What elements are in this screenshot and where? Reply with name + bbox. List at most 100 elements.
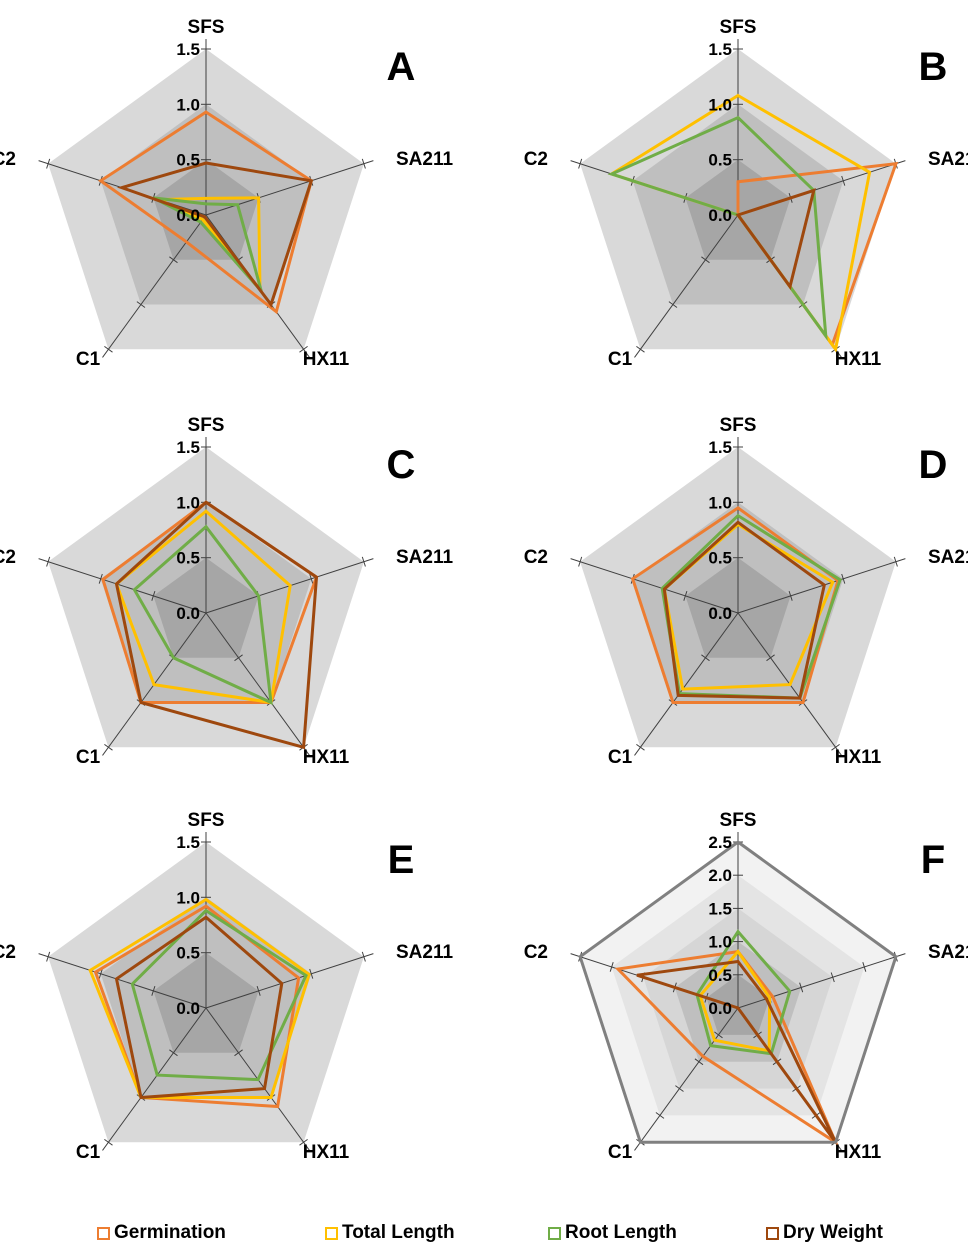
radar-tick	[701, 256, 710, 264]
radar-panel-a: 0.0 0.5 1.0 1.5 SFS SA211 HX11 C1 C2 A	[0, 17, 453, 370]
axis-label-c2: C2	[0, 942, 16, 963]
radar-tick	[46, 556, 51, 567]
radar-tick	[98, 573, 103, 584]
series-root-length	[132, 524, 273, 705]
radar-tick	[766, 654, 775, 662]
legend-root-length: Root Length	[548, 1222, 677, 1244]
radar-spoke	[634, 1007, 739, 1151]
series-dry-weight	[636, 959, 837, 1144]
radar-tick	[831, 743, 840, 751]
radar-tick	[234, 1049, 243, 1057]
legend-swatch-germination	[97, 1226, 110, 1240]
radar-tick	[655, 1112, 665, 1119]
radar-tick	[578, 556, 583, 567]
radar-tick	[151, 985, 156, 996]
radar-tick	[683, 590, 688, 601]
radar-tick	[701, 654, 710, 662]
tick-label: 1.5	[176, 833, 200, 852]
tick-label: 1.5	[708, 438, 732, 457]
axis-label-c1: C1	[608, 747, 633, 768]
series-dry-weight	[662, 520, 826, 700]
radar-tick	[668, 301, 678, 308]
series-germination	[98, 110, 314, 315]
legend-label-root-length: Root Length	[565, 1222, 677, 1243]
legend-label-germination: Germination	[114, 1222, 226, 1243]
axis-label-hx11: HX11	[835, 349, 882, 370]
axis-label-c1: C1	[76, 1142, 101, 1163]
tick-label: 2.5	[708, 833, 732, 852]
radar-tick	[46, 951, 51, 962]
radar-tick	[841, 175, 846, 186]
series-total-length	[88, 897, 311, 1099]
axis-label-sfs: SFS	[188, 415, 225, 436]
panel-letter: E	[388, 838, 415, 882]
radar-tick	[104, 345, 113, 353]
radar-tick	[151, 590, 156, 601]
axis-label-sfs: SFS	[720, 17, 757, 38]
tick-label: 0.0	[708, 206, 732, 225]
axis-label-c1: C1	[76, 747, 101, 768]
radar-spoke	[38, 558, 207, 614]
tick-label: 0.5	[176, 151, 200, 170]
radar-panel-f: 0.0 0.5 1.0 1.5 2.0 2.5 SFS SA211 HX11 C1 C2 F	[524, 810, 968, 1163]
axis-label-sfs: SFS	[188, 17, 225, 38]
radar-spoke	[205, 953, 374, 1009]
radar-tick	[361, 158, 366, 169]
axis-label-sa211: SA211	[396, 547, 453, 568]
tick-label: 0.5	[708, 549, 732, 568]
series-dry-weight	[116, 161, 314, 308]
radar-tick	[636, 743, 645, 751]
radar-tick	[309, 968, 314, 979]
radar-tick	[361, 951, 366, 962]
tick-label: 0.0	[708, 604, 732, 623]
axis-label-sa211: SA211	[396, 942, 453, 963]
radar-tick	[136, 301, 146, 308]
radar-tick	[830, 972, 835, 983]
radar-spoke	[205, 612, 310, 756]
legend-swatch-total-length	[325, 1226, 338, 1240]
radar-tick	[98, 968, 103, 979]
tick-label: 1.5	[176, 40, 200, 59]
axis-label-c2: C2	[524, 547, 548, 568]
series-germination	[614, 949, 839, 1147]
radar-tick	[46, 158, 51, 169]
tick-label: 1.0	[708, 493, 732, 512]
axis-label-hx11: HX11	[303, 349, 350, 370]
axis-label-hx11: HX11	[303, 747, 350, 768]
axis-label-c1: C1	[608, 1142, 633, 1163]
radar-tick	[361, 556, 366, 567]
radar-charts: 0.0 0.5 1.0 1.5 SFS SA211 HX11 C1 C2 A 0.0 0.5 1.0 1.…	[0, 17, 968, 1163]
panel-letter: B	[919, 45, 948, 89]
radar-tick	[169, 1049, 178, 1057]
axis-label-hx11: HX11	[303, 1142, 350, 1163]
legend-swatch-dry-weight	[766, 1226, 779, 1240]
tick-label: 0.0	[176, 604, 200, 623]
radar-panel-c: 0.0 0.5 1.0 1.5 SFS SA211 HX11 C1 C2 C	[0, 415, 453, 768]
axis-label-c1: C1	[76, 349, 101, 370]
radar-tick	[788, 590, 793, 601]
axis-label-sa211: SA211	[928, 942, 968, 963]
axis-label-sa211: SA211	[928, 149, 968, 170]
tick-label: 2.0	[708, 866, 732, 885]
radar-spoke	[570, 558, 739, 614]
tick-label: 0.0	[708, 999, 732, 1018]
series-root-length	[130, 908, 308, 1082]
radar-panel-d: 0.0 0.5 1.0 1.5 SFS SA211 HX11 C1 C2 D	[524, 415, 968, 768]
radar-tick	[714, 1031, 723, 1039]
radar-spoke	[634, 214, 739, 358]
legend-germination: Germination	[97, 1222, 226, 1244]
axis-label-sfs: SFS	[188, 810, 225, 831]
axis-label-sa211: SA211	[396, 149, 453, 170]
radar-tick	[104, 743, 113, 751]
radar-tick	[309, 573, 314, 584]
tick-label: 0.0	[176, 999, 200, 1018]
axis-label-hx11: HX11	[835, 747, 882, 768]
axis-label-hx11: HX11	[835, 1142, 882, 1163]
radar-tick	[799, 982, 804, 993]
axis-label-c2: C2	[0, 149, 16, 170]
axis-label-c2: C2	[524, 942, 548, 963]
tick-label: 1.5	[176, 438, 200, 457]
axis-label-sfs: SFS	[720, 810, 757, 831]
axis-label-c2: C2	[0, 547, 16, 568]
radar-tick	[862, 962, 867, 972]
